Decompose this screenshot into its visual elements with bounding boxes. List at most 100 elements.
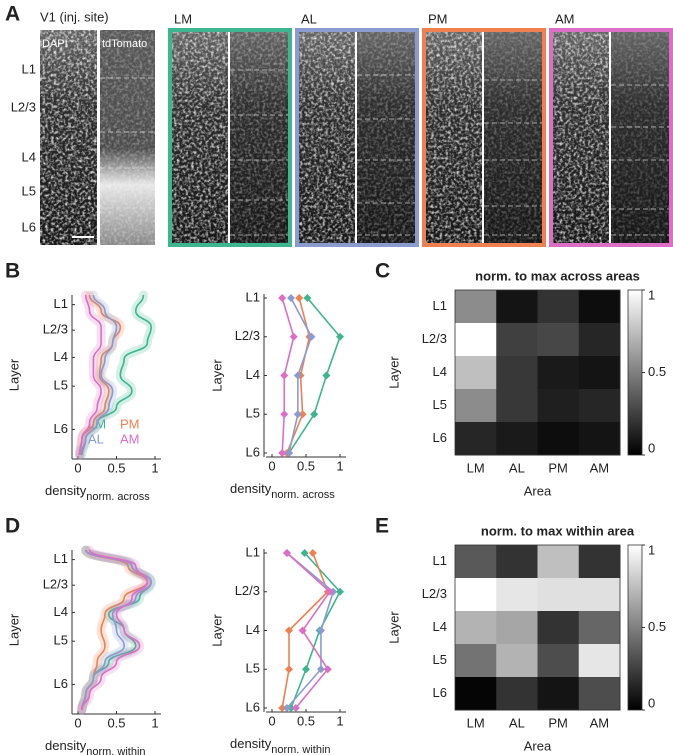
heat-cell	[455, 422, 497, 456]
colorbar-tick-label: 1	[648, 542, 655, 557]
heat-cell	[578, 578, 621, 612]
point	[278, 704, 287, 712]
area-frame	[549, 28, 673, 247]
row-label: L6	[433, 685, 447, 700]
point	[282, 704, 291, 712]
x-label-sub: norm. across	[86, 491, 150, 503]
y-tick-label: L1	[54, 551, 68, 566]
layer-label: L2/3	[11, 99, 36, 114]
heat-cell	[455, 611, 497, 645]
heat-frame	[454, 544, 621, 711]
x-axis-label: Area	[524, 738, 552, 753]
heat-cell	[537, 422, 580, 456]
x-tick-label: 0	[74, 460, 81, 475]
colorbar	[627, 289, 643, 456]
profile-line	[78, 294, 102, 456]
heat-cell	[578, 323, 621, 357]
y-tick-label: L2/3	[235, 583, 260, 598]
point	[303, 294, 312, 302]
point	[336, 587, 344, 596]
point	[291, 704, 300, 712]
row-label: L5	[433, 652, 447, 667]
heat-cell	[496, 323, 538, 357]
heat-cell	[578, 644, 621, 678]
heat-cell	[537, 356, 580, 390]
heat-cell	[455, 290, 497, 324]
point	[285, 626, 293, 635]
heat-cell	[578, 611, 621, 645]
row-label: L5	[433, 397, 447, 412]
point	[287, 294, 296, 302]
layer-label: L4	[22, 149, 36, 164]
heat-cell	[537, 545, 580, 579]
layer-label: L6	[22, 219, 36, 234]
point	[325, 587, 334, 596]
col-label: AM	[590, 715, 610, 730]
x-label-sub: norm. across	[271, 489, 335, 501]
x-axis-label: densitynorm. within	[45, 738, 146, 755]
y-axis-label: Layer	[6, 358, 21, 391]
panel-label: A	[5, 3, 20, 26]
area-label: PM	[428, 11, 448, 26]
heat-cell	[496, 578, 538, 612]
heat-cell	[578, 389, 621, 423]
x-axis-label: densitynorm. across	[230, 481, 335, 500]
point	[298, 410, 307, 419]
colorbar-tick-label: 0	[648, 695, 655, 710]
point	[336, 332, 344, 341]
channel-label: DAPI	[42, 38, 68, 50]
point	[278, 294, 287, 302]
point	[308, 549, 317, 557]
y-tick-label: L4	[246, 622, 260, 637]
y-tick-label: L5	[54, 633, 68, 648]
y-axis-label: Layer	[386, 356, 401, 389]
colorbar-tick-label: 0.5	[648, 364, 666, 379]
panel-label: C	[375, 260, 390, 283]
y-tick-label: L2/3	[43, 322, 68, 337]
x-tick-label: 1	[336, 458, 343, 473]
area-frame	[295, 28, 419, 247]
x-label-main: density	[230, 481, 272, 496]
scale-bar	[72, 236, 94, 238]
y-tick-label: L4	[54, 349, 68, 364]
layer-label: L5	[22, 183, 36, 198]
heat-cell	[496, 422, 538, 456]
row-label: L6	[433, 430, 447, 445]
col-label: LM	[467, 715, 485, 730]
heat-cell	[537, 644, 580, 678]
y-tick-label: L4	[54, 604, 68, 619]
layer-label: L1	[22, 61, 36, 76]
y-tick-label: L2/3	[43, 577, 68, 592]
image-cells	[357, 32, 415, 243]
row-label: L1	[433, 298, 447, 313]
point	[323, 665, 332, 674]
area-frame	[422, 28, 546, 247]
x-tick-label: 0.5	[297, 713, 315, 728]
x-tick-label: 0.5	[107, 715, 125, 730]
heat-cell	[455, 644, 497, 678]
point	[289, 332, 298, 341]
image-cells	[426, 32, 482, 243]
heat-cell	[496, 545, 538, 579]
y-axis-label: Layer	[386, 611, 401, 644]
colorbar-tick-label: 0.5	[648, 619, 666, 634]
profile-line	[81, 549, 152, 711]
x-tick-label: 0.5	[297, 458, 315, 473]
legend-entry: PM	[120, 416, 140, 431]
image-cells	[230, 32, 288, 243]
col-label: AL	[509, 715, 525, 730]
y-tick-label: L5	[246, 406, 260, 421]
heat-cell	[455, 677, 497, 711]
col-label: PM	[548, 715, 568, 730]
point	[300, 549, 309, 557]
y-tick-label: L1	[246, 544, 260, 559]
heat-cell	[578, 356, 621, 390]
heat-cell	[578, 290, 621, 324]
colorbar-tick-label: 0	[648, 440, 655, 455]
heat-cell	[537, 578, 580, 612]
y-tick-label: L5	[54, 378, 68, 393]
channel-label: tdTomato	[102, 38, 147, 50]
point	[322, 371, 331, 380]
image-cells	[553, 32, 609, 243]
